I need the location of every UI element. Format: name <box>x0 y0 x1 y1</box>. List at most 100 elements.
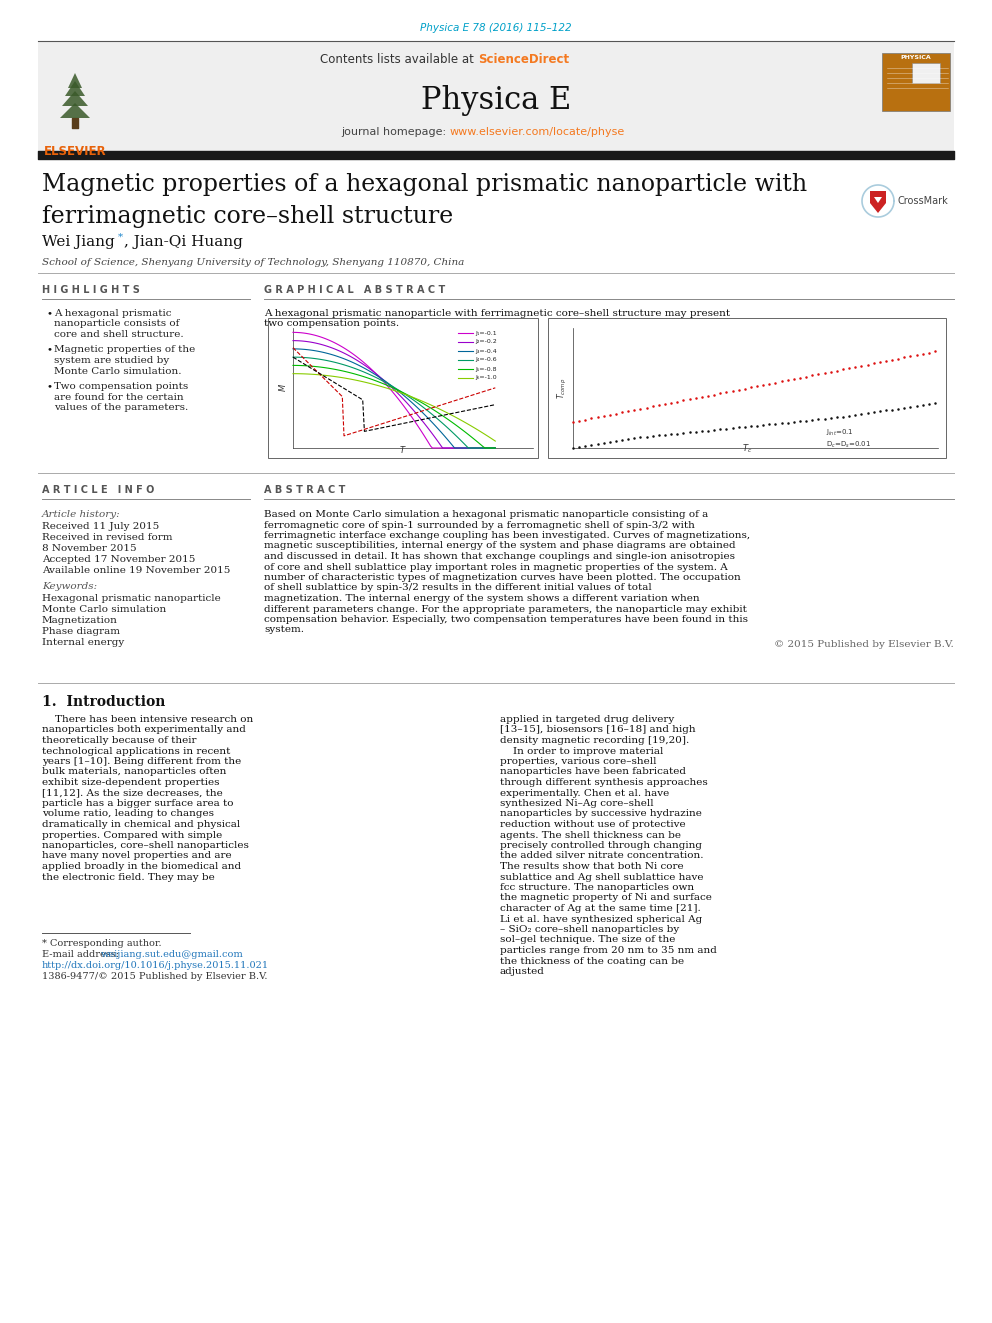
Text: agents. The shell thickness can be: agents. The shell thickness can be <box>500 831 681 840</box>
Point <box>774 370 790 392</box>
Point <box>816 409 832 430</box>
Text: volume ratio, leading to changes: volume ratio, leading to changes <box>42 810 214 819</box>
Point <box>687 421 703 442</box>
Point <box>651 425 667 446</box>
Point <box>860 355 876 376</box>
Text: Magnetization: Magnetization <box>42 617 118 624</box>
Point <box>921 394 936 415</box>
Point <box>768 413 784 434</box>
Text: •: • <box>46 382 52 392</box>
Point <box>774 413 790 434</box>
Text: properties. Compared with simple: properties. Compared with simple <box>42 831 222 840</box>
Point <box>799 410 814 431</box>
Text: the magnetic property of Ni and surface: the magnetic property of Ni and surface <box>500 893 712 902</box>
Text: values of the parameters.: values of the parameters. <box>54 404 188 411</box>
Text: years [1–10]. Being different from the: years [1–10]. Being different from the <box>42 757 241 766</box>
Text: density magnetic recording [19,20].: density magnetic recording [19,20]. <box>500 736 689 745</box>
Text: Physica E: Physica E <box>421 85 571 116</box>
Point <box>829 407 845 429</box>
Point <box>657 425 673 446</box>
Text: H I G H L I G H T S: H I G H L I G H T S <box>42 284 140 295</box>
Point <box>915 343 930 364</box>
Point <box>909 344 925 365</box>
Point <box>890 398 906 419</box>
Point <box>718 381 734 402</box>
Text: fcc structure. The nanoparticles own: fcc structure. The nanoparticles own <box>500 882 694 892</box>
Text: School of Science, Shenyang University of Technology, Shenyang 110870, China: School of Science, Shenyang University o… <box>42 258 464 267</box>
Text: Magnetic properties of the: Magnetic properties of the <box>54 345 195 355</box>
Point <box>737 378 753 400</box>
Text: number of characteristic types of magnetization curves have been plotted. The oc: number of characteristic types of magnet… <box>264 573 741 582</box>
Text: Contents lists available at: Contents lists available at <box>320 53 478 66</box>
Point <box>608 430 624 451</box>
Point <box>860 402 876 423</box>
Bar <box>882 53 950 111</box>
Point <box>626 427 642 448</box>
Point <box>749 415 765 437</box>
Point <box>897 397 913 418</box>
Text: Article history:: Article history: <box>42 509 121 519</box>
Text: are found for the certain: are found for the certain <box>54 393 184 401</box>
Text: Internal energy: Internal energy <box>42 638 124 647</box>
Point <box>822 361 838 382</box>
Point <box>835 359 851 380</box>
Text: exhibit size-dependent properties: exhibit size-dependent properties <box>42 778 219 787</box>
Text: J$_{int}$=0.1
D$_c$=D$_s$=0.01: J$_{int}$=0.1 D$_c$=D$_s$=0.01 <box>826 429 871 450</box>
Text: ferromagnetic core of spin-1 surrounded by a ferromagnetic shell of spin-3/2 wit: ferromagnetic core of spin-1 surrounded … <box>264 520 694 529</box>
Point <box>633 398 649 419</box>
Text: E-mail address:: E-mail address: <box>42 950 122 959</box>
Point <box>872 352 888 373</box>
Text: J₅=-0.8: J₅=-0.8 <box>475 366 497 372</box>
Text: A hexagonal prismatic: A hexagonal prismatic <box>54 310 172 318</box>
Point <box>682 389 697 410</box>
Point <box>853 404 869 425</box>
Text: applied broadly in the biomedical and: applied broadly in the biomedical and <box>42 863 241 871</box>
Text: J₃=-0.4: J₃=-0.4 <box>475 348 497 353</box>
Text: particle has a bigger surface area to: particle has a bigger surface area to <box>42 799 233 808</box>
Text: of core and shell sublattice play important roles in magnetic properties of the : of core and shell sublattice play import… <box>264 562 728 572</box>
Text: character of Ag at the same time [21].: character of Ag at the same time [21]. <box>500 904 700 913</box>
Point <box>786 411 802 433</box>
Point <box>712 382 728 404</box>
Point <box>565 411 581 433</box>
Point <box>706 384 722 405</box>
Text: G R A P H I C A L   A B S T R A C T: G R A P H I C A L A B S T R A C T <box>264 284 445 295</box>
Point <box>878 351 894 372</box>
Text: Physica E 78 (2016) 115–122: Physica E 78 (2016) 115–122 <box>421 22 571 33</box>
Point <box>639 397 655 418</box>
Point <box>805 410 820 431</box>
Text: different parameters change. For the appropriate parameters, the nanoparticle ma: different parameters change. For the app… <box>264 605 747 614</box>
Text: * Corresponding author.: * Corresponding author. <box>42 939 162 949</box>
Text: •: • <box>46 345 52 355</box>
Text: nanoparticles both experimentally and: nanoparticles both experimentally and <box>42 725 246 734</box>
Point <box>620 427 636 448</box>
Point <box>743 377 759 398</box>
Bar <box>548 318 946 458</box>
Text: A B S T R A C T: A B S T R A C T <box>264 486 345 495</box>
Point <box>872 401 888 422</box>
Point <box>822 407 838 429</box>
Point <box>749 376 765 397</box>
Point <box>816 363 832 384</box>
Polygon shape <box>874 197 882 202</box>
Text: © 2015 Published by Elsevier B.V.: © 2015 Published by Elsevier B.V. <box>774 640 954 650</box>
Point <box>841 405 857 426</box>
Text: [13–15], biosensors [16–18] and high: [13–15], biosensors [16–18] and high <box>500 725 695 734</box>
Text: technological applications in recent: technological applications in recent <box>42 746 230 755</box>
Text: sol–gel technique. The size of the: sol–gel technique. The size of the <box>500 935 676 945</box>
Point <box>657 393 673 414</box>
Point <box>878 400 894 421</box>
Point <box>614 402 630 423</box>
Text: ferrimagnetic core–shell structure: ferrimagnetic core–shell structure <box>42 205 453 228</box>
Text: – SiO₂ core–shell nanoparticles by: – SiO₂ core–shell nanoparticles by <box>500 925 680 934</box>
Text: nanoparticles, core–shell nanoparticles: nanoparticles, core–shell nanoparticles <box>42 841 249 849</box>
Point <box>799 366 814 388</box>
Point <box>577 435 593 456</box>
Point <box>841 357 857 378</box>
Text: have many novel properties and are: have many novel properties and are <box>42 852 231 860</box>
Point <box>583 434 599 455</box>
Text: http://dx.doi.org/10.1016/j.physe.2015.11.021: http://dx.doi.org/10.1016/j.physe.2015.1… <box>42 960 269 970</box>
Text: Received 11 July 2015: Received 11 July 2015 <box>42 523 160 531</box>
Text: ferrimagnetic interface exchange coupling has been investigated. Curves of magne: ferrimagnetic interface exchange couplin… <box>264 531 750 540</box>
Text: Wei Jiang: Wei Jiang <box>42 235 115 249</box>
